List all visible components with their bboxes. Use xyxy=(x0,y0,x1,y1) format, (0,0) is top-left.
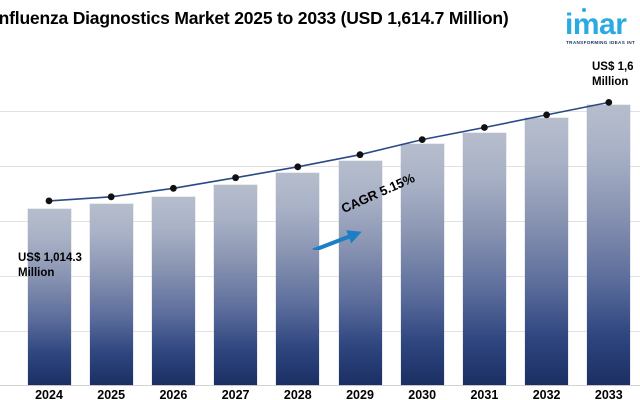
logo-wordmark: imar xyxy=(565,8,627,41)
start-value-callout: US$ 1,014.3 Million xyxy=(18,252,82,279)
x-tick-2029: 2029 xyxy=(346,388,374,400)
bar-2026 xyxy=(151,197,195,385)
plot-area: US$ 1,014.3 Million US$ 1,6 Million CAGR… xyxy=(0,56,640,386)
bar-2024 xyxy=(27,209,71,385)
trend-marker-2025 xyxy=(107,193,115,201)
logo-dot-icon xyxy=(582,8,586,12)
bar-2028 xyxy=(276,173,320,385)
trend-marker-2027 xyxy=(232,174,240,182)
trend-marker-2031 xyxy=(481,124,488,131)
bar-2033 xyxy=(587,105,631,385)
x-tick-2028: 2028 xyxy=(283,388,312,400)
trend-marker-2029 xyxy=(356,151,364,159)
bar-2025 xyxy=(89,204,133,385)
bar-2031 xyxy=(462,133,506,385)
x-tick-2026: 2026 xyxy=(159,388,188,400)
x-tick-2025: 2025 xyxy=(97,388,126,400)
x-tick-2030: 2030 xyxy=(408,388,437,400)
cagr-arrow-icon xyxy=(312,230,362,250)
logo-tagline: TRANSFORMING IDEAS INT xyxy=(566,40,636,45)
imarc-logo: imar TRANSFORMING IDEAS INT xyxy=(565,6,640,50)
x-tick-2033: 2033 xyxy=(594,388,623,400)
gridline xyxy=(0,276,640,277)
gridline xyxy=(0,111,640,112)
gridline xyxy=(0,331,640,332)
x-tick-2024: 2024 xyxy=(35,388,63,400)
x-axis-line xyxy=(0,385,640,386)
trend-marker-2030 xyxy=(418,136,426,143)
trend-marker-2024 xyxy=(45,197,53,205)
end-value-callout: US$ 1,6 Million xyxy=(592,61,634,88)
gridline xyxy=(0,221,640,222)
bar-2027 xyxy=(214,184,258,385)
chart-header: Influenza Diagnostics Market 2025 to 203… xyxy=(0,0,640,62)
x-axis-labels: 2024 2025 2026 2027 2028 2029 2030 2031 2032 2033 xyxy=(0,386,640,400)
bar-2032 xyxy=(525,118,569,385)
x-tick-2027: 2027 xyxy=(221,388,250,400)
page-title: Influenza Diagnostics Market 2025 to 203… xyxy=(0,8,509,28)
x-tick-2031: 2031 xyxy=(470,388,499,400)
x-tick-2032: 2032 xyxy=(532,388,561,400)
trend-marker-2026 xyxy=(170,184,177,192)
